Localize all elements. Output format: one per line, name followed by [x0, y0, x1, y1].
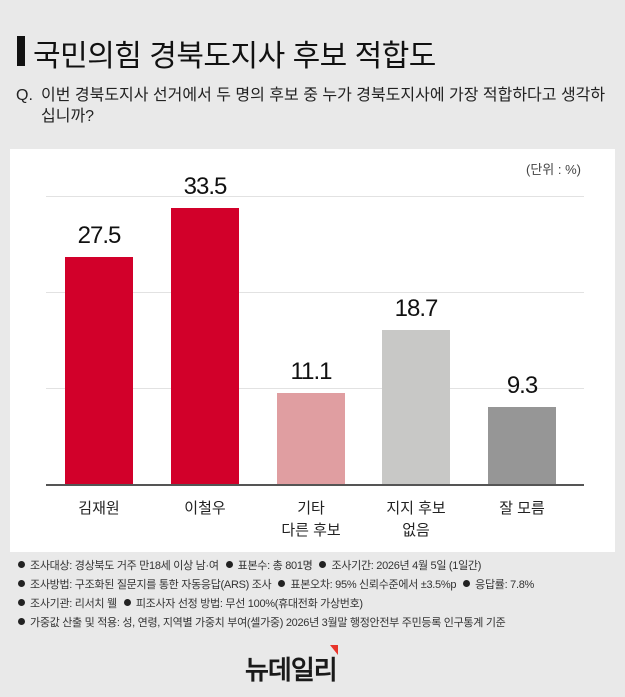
note-item: 표본오차: 95% 신뢰수준에서 ±3.5%p: [290, 579, 457, 591]
note-item: 조사대상: 경상북도 거주 만18세 이상 남·여: [30, 560, 219, 572]
note-line: 조사방법: 구조화된 질문지를 통한 자동응답(ARS) 조사 표본오차: 95%…: [18, 576, 541, 595]
bar-0: [65, 257, 133, 484]
title-bar-mark: [17, 36, 25, 66]
category-label: 지지 후보 없음: [386, 500, 446, 539]
note-item: 조사기간: 2026년 4월 5일 (1일간): [331, 560, 482, 572]
gridline: [46, 196, 584, 197]
logo-red-triangle-icon: [330, 645, 338, 655]
question-prefix: Q.: [16, 87, 33, 104]
note-item: 응답률: 7.8%: [475, 579, 535, 591]
x-axis-baseline: [46, 484, 584, 486]
question-text: 이번 경북도지사 선거에서 두 명의 후보 중 누가 경북도지사에 가장 적합하…: [41, 87, 606, 125]
bullet-icon: [225, 561, 233, 568]
category-label: 기타 다른 후보: [281, 500, 341, 539]
bar-value-label: 18.7: [394, 295, 439, 322]
bar-4: [488, 407, 556, 484]
bullet-icon: [463, 580, 471, 587]
bar-value-label: 33.5: [183, 173, 228, 200]
gridline: [46, 388, 584, 389]
newdaily-logo: 뉴데일리: [245, 655, 338, 685]
bullet-icon: [18, 580, 25, 587]
bar-2: [277, 393, 345, 484]
note-item: 조사기관: 리서치 웰: [30, 598, 117, 610]
note-line: 조사대상: 경상북도 거주 만18세 이상 남·여 표본수: 총 801명 조사기간…: [18, 557, 541, 576]
bullet-icon: [18, 599, 25, 606]
category-label: 이철우: [184, 500, 226, 517]
bullet-icon: [278, 580, 286, 587]
note-item: 가중값 산출 및 적용: 성, 연령, 지역별 가중치 부여(셀가중) 2026…: [30, 617, 506, 629]
chart-panel: (단위 : %) 27.5 김재원 33.5 이철우 11.1 기타 다른 후보 18.7 지…: [10, 149, 615, 552]
gridline: [46, 292, 584, 293]
survey-question: Q. 이번 경북도지사 선거에서 두 명의 후보 중 누가 경북도지사에 가장 …: [16, 85, 606, 127]
bar-value-label: 27.5: [77, 222, 122, 249]
survey-notes: 조사대상: 경상북도 거주 만18세 이상 남·여 표본수: 총 801명 조사기간…: [18, 557, 541, 633]
note-item: 피조사자 선정 방법: 무선 100%(휴대전화 가상번호): [135, 598, 363, 610]
bar-3: [382, 330, 450, 484]
bullet-icon: [18, 561, 25, 568]
category-label: 김재원: [78, 500, 120, 517]
category-label: 잘 모름: [499, 500, 545, 517]
bar-value-label: 11.1: [290, 358, 333, 385]
note-line: 조사기관: 리서치 웰 피조사자 선정 방법: 무선 100%(휴대전화 가상번호…: [18, 595, 541, 614]
bullet-icon: [123, 599, 131, 606]
note-item: 표본수: 총 801명: [237, 560, 313, 572]
note-line: 가중값 산출 및 적용: 성, 연령, 지역별 가중치 부여(셀가중) 2026…: [18, 614, 541, 633]
bullet-icon: [18, 618, 25, 625]
bullet-icon: [319, 561, 327, 568]
note-item: 조사방법: 구조화된 질문지를 통한 자동응답(ARS) 조사: [30, 579, 272, 591]
bar-1: [171, 208, 239, 484]
bar-value-label: 9.3: [506, 372, 538, 399]
page-title: 국민의힘 경북도지사 후보 적합도: [33, 40, 436, 73]
unit-label: (단위 : %): [526, 162, 581, 177]
